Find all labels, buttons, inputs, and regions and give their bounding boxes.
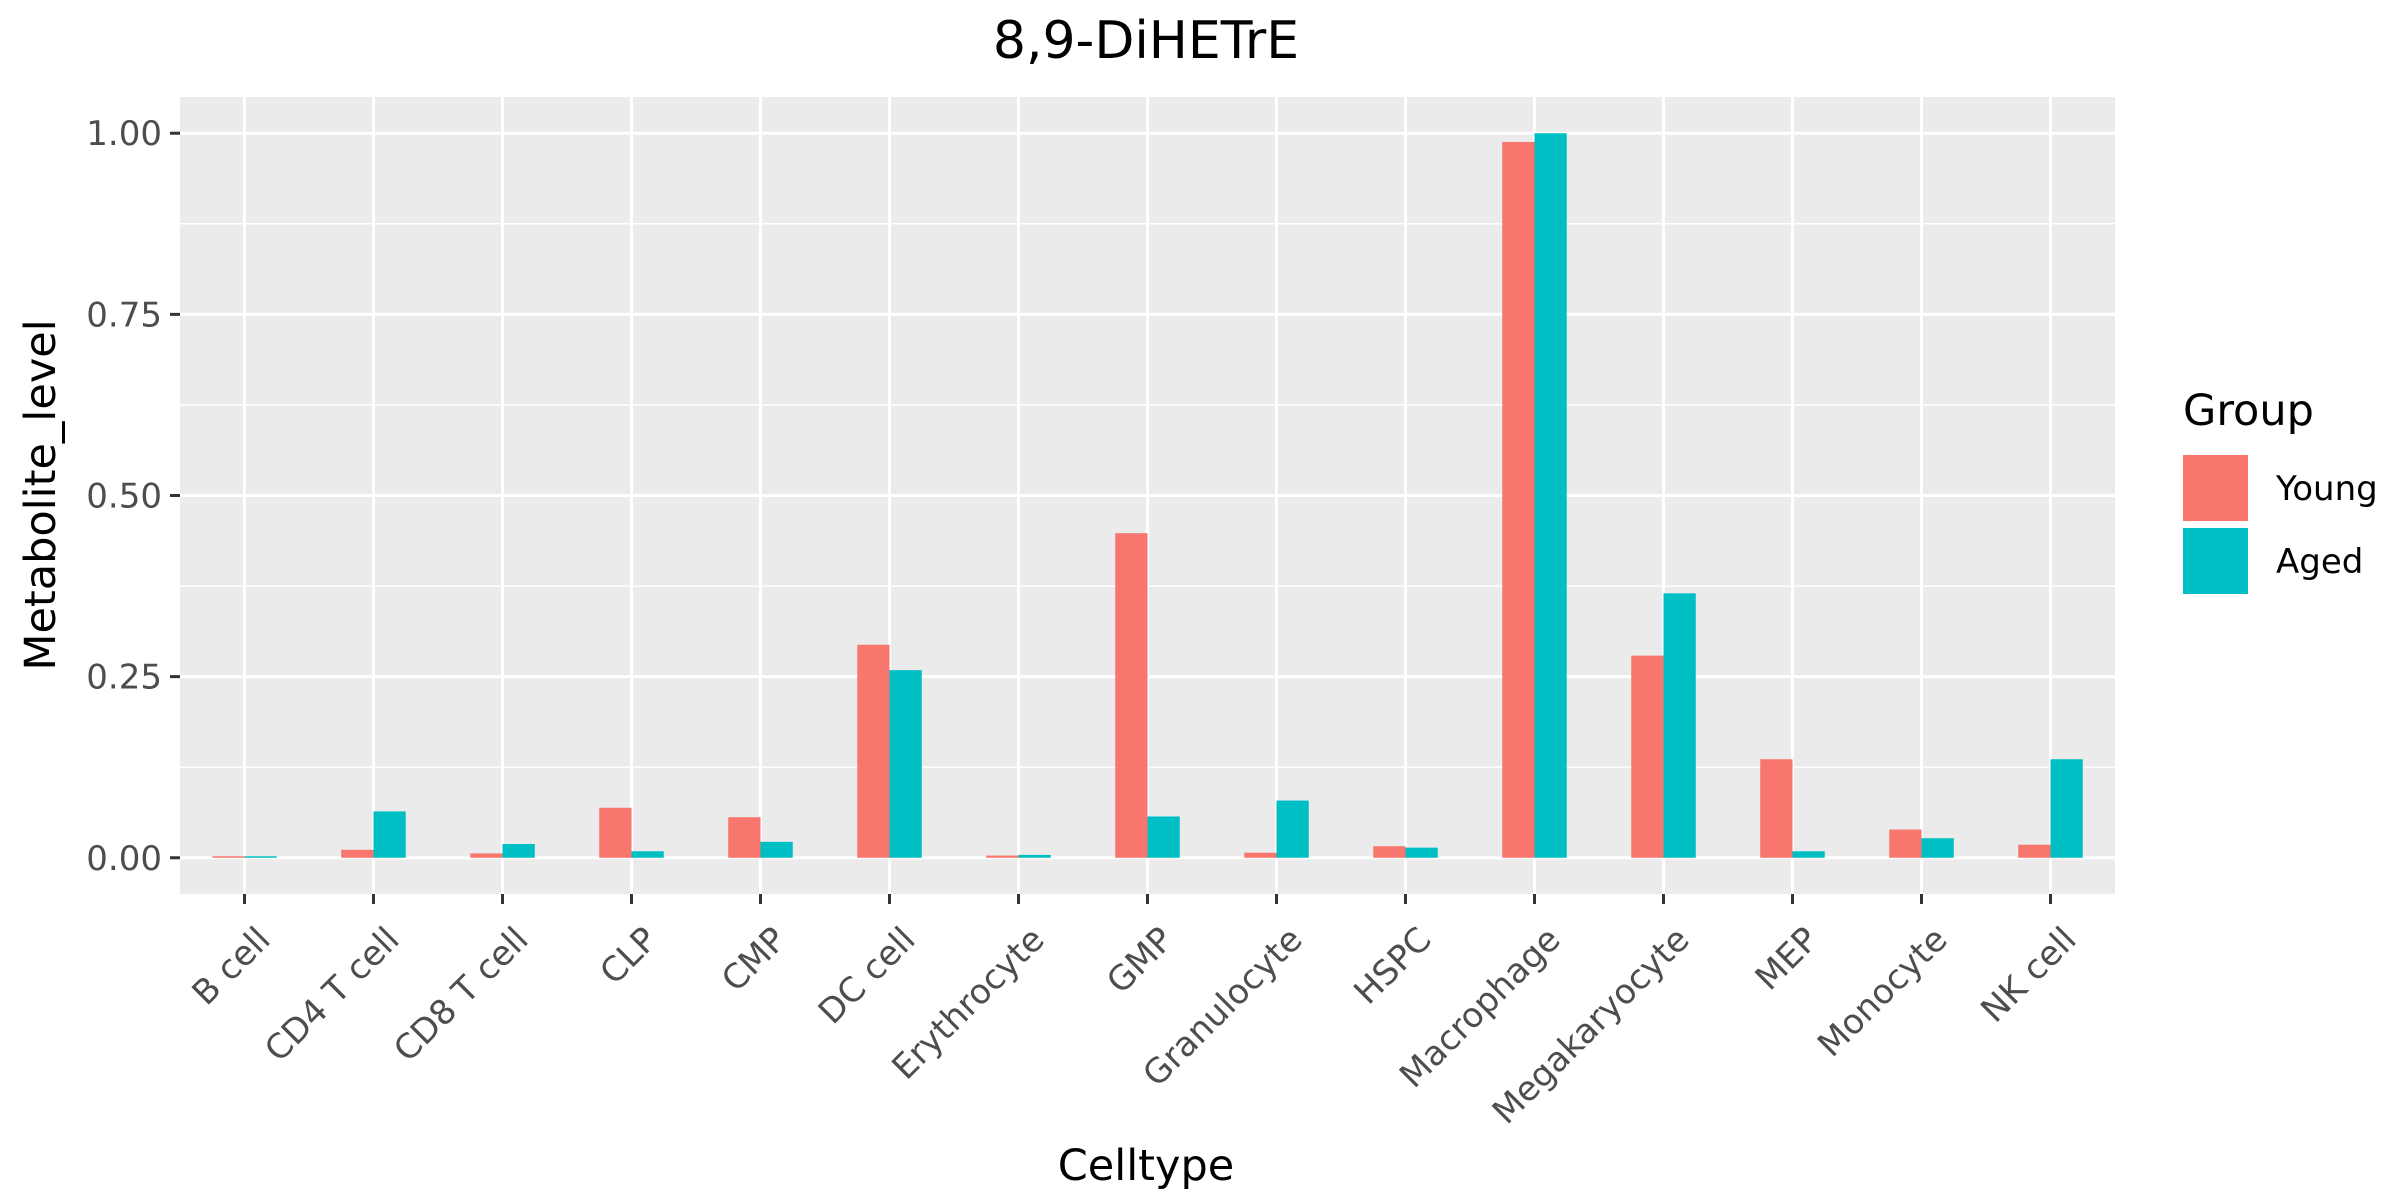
y-axis: 0.00 0.25 0.50 0.75 1.00 — [86, 114, 180, 879]
x-tick-label: DC cell — [811, 920, 924, 1033]
x-tick-label: Monocyte — [1810, 920, 1955, 1065]
legend-key-aged — [2183, 528, 2248, 594]
bar-young-erythrocyte — [986, 855, 1019, 858]
bar-young-b-cell — [212, 856, 245, 858]
x-axis-title: Celltype — [1058, 1141, 1234, 1191]
bar-aged-gmp — [1147, 816, 1180, 858]
bar-aged-megakaryocyte — [1663, 593, 1696, 858]
bar-aged-cmp — [760, 841, 793, 858]
bar-aged-cd8-t-cell — [502, 844, 535, 858]
legend: Group Young Aged — [2183, 386, 2378, 594]
bar-aged-mep — [1792, 851, 1825, 858]
bar-young-nk-cell — [2018, 844, 2051, 858]
bar-young-megakaryocyte — [1631, 655, 1664, 858]
y-tick-label: 0.00 — [86, 839, 162, 879]
bar-aged-clp — [631, 851, 664, 858]
bar-aged-granulocyte — [1276, 800, 1309, 858]
bars-layer — [212, 133, 2083, 858]
bar-young-cd4-t-cell — [341, 849, 374, 858]
x-tick-label: GMP — [1099, 920, 1181, 1002]
x-tick-label: NK cell — [1973, 920, 2084, 1031]
bar-young-gmp — [1115, 533, 1148, 858]
y-axis-title: Metabolite_level — [16, 319, 66, 670]
x-tick-label: B cell — [185, 920, 279, 1014]
bar-aged-dc-cell — [889, 670, 922, 858]
x-tick-label: CLP — [592, 920, 665, 993]
x-tick-label: CD8 T cell — [386, 920, 536, 1070]
bar-aged-monocyte — [1921, 838, 1954, 858]
bar-young-mep — [1760, 759, 1793, 858]
bar-young-cd8-t-cell — [470, 853, 503, 858]
x-tick-label: MEP — [1748, 920, 1827, 999]
legend-label-young: Young — [2275, 469, 2378, 509]
bar-young-dc-cell — [857, 644, 890, 858]
bar-aged-nk-cell — [2050, 759, 2083, 858]
bar-young-cmp — [728, 817, 761, 858]
bar-aged-b-cell — [244, 856, 277, 858]
legend-key-young — [2183, 455, 2248, 521]
bar-aged-hspc — [1405, 847, 1438, 858]
y-tick-label: 0.75 — [86, 295, 162, 335]
bar-young-granulocyte — [1244, 852, 1277, 858]
x-tick-label: CD4 T cell — [257, 920, 407, 1070]
bar-young-macrophage — [1502, 141, 1535, 858]
y-tick-label: 1.00 — [86, 114, 162, 154]
chart-title: 8,9-DiHETrE — [993, 11, 1299, 71]
legend-title: Group — [2183, 386, 2314, 436]
bar-aged-cd4-t-cell — [373, 811, 406, 858]
bar-aged-erythrocyte — [1018, 854, 1051, 858]
bar-young-clp — [599, 807, 632, 858]
bar-aged-macrophage — [1534, 133, 1567, 858]
legend-label-aged: Aged — [2276, 542, 2363, 582]
y-tick-label: 0.25 — [86, 658, 162, 698]
x-tick-label: CMP — [714, 920, 794, 1000]
y-tick-label: 0.50 — [86, 477, 162, 517]
bar-young-hspc — [1373, 846, 1406, 858]
x-tick-label: HSPC — [1346, 920, 1439, 1013]
bar-young-monocyte — [1889, 829, 1922, 858]
